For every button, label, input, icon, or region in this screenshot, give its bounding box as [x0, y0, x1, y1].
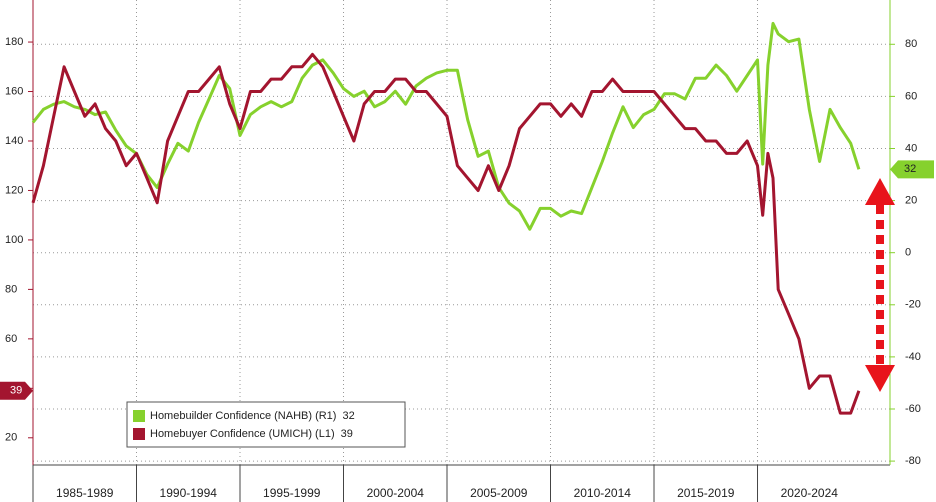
y2-tick-label: 0 — [905, 247, 911, 259]
x-tick-label: 2015-2019 — [677, 486, 735, 500]
y2-tick-label: 80 — [905, 38, 917, 50]
y2-tick-label: -60 — [905, 403, 921, 415]
series-line — [31, 52, 861, 415]
y-tick-label: 80 — [5, 283, 17, 295]
legend-label: Homebuilder Confidence (NAHB) (R1) — [150, 410, 336, 422]
x-tick-label: 2020-2024 — [781, 486, 839, 500]
legend-box — [126, 401, 406, 448]
x-tick-label: 1985-1989 — [56, 486, 114, 500]
y-tick-label: 20 — [5, 432, 17, 444]
x-tick-label: 1995-1999 — [263, 486, 321, 500]
x-tick-label: 2000-2004 — [367, 486, 425, 500]
y2-tick-label: -40 — [905, 351, 921, 363]
y-tick-label: 180 — [5, 36, 23, 48]
y2-tick-label: 60 — [905, 90, 917, 102]
y2-tick-label: 20 — [905, 194, 917, 206]
y-tick-label: 100 — [5, 234, 23, 246]
last-value-badge — [890, 160, 934, 179]
x-tick-label: 2010-2014 — [574, 486, 632, 500]
y2-tick-label: -20 — [905, 299, 921, 311]
legend-swatch — [133, 428, 145, 440]
y2-tick-label: -80 — [905, 455, 921, 467]
legend-value: 39 — [341, 428, 353, 440]
series-line — [31, 21, 861, 231]
x-tick-label: 2005-2009 — [470, 486, 528, 500]
legend-value: 32 — [342, 410, 354, 422]
y-tick-label: 160 — [5, 85, 23, 97]
legend: Homebuilder Confidence (NAHB) (R1) 32 Home… — [126, 401, 406, 448]
legend-swatch — [133, 410, 145, 422]
last-value-label: 39 — [10, 385, 22, 397]
y-tick-label: 120 — [5, 184, 23, 196]
last-value-label: 32 — [904, 163, 916, 175]
y2-tick-label: 40 — [905, 142, 917, 154]
y-tick-label: 140 — [5, 135, 23, 147]
arrow-annotation — [865, 178, 895, 392]
last-value-badge — [0, 381, 33, 400]
y-tick-label: 60 — [5, 333, 17, 345]
legend-label: Homebuyer Confidence (UMICH) (L1) — [150, 428, 335, 440]
x-tick-label: 1990-1994 — [160, 486, 218, 500]
